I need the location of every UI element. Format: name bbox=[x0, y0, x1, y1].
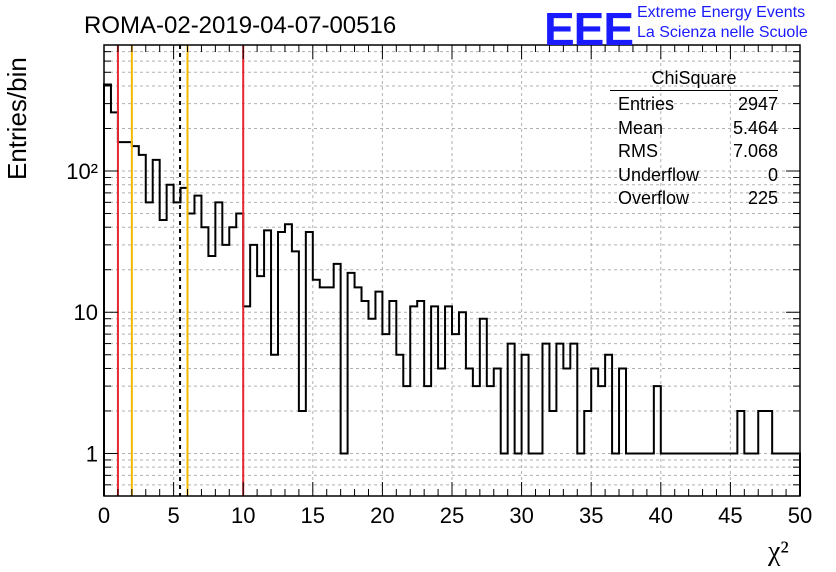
y-tick-label: 1 bbox=[86, 441, 98, 466]
stats-row-overflow: Overflow 225 bbox=[610, 187, 778, 211]
x-tick-label: 20 bbox=[370, 503, 394, 528]
x-tick-label: 50 bbox=[788, 503, 812, 528]
stats-label: RMS bbox=[618, 141, 658, 161]
x-axis-label: χ² bbox=[768, 536, 789, 567]
stats-row-rms: RMS 7.068 bbox=[610, 140, 778, 164]
stats-label: Entries bbox=[618, 94, 675, 114]
stats-value: 5.464 bbox=[732, 117, 778, 138]
logo-text-line1: Extreme Energy Events bbox=[637, 4, 806, 21]
x-tick-label: 25 bbox=[440, 503, 464, 528]
histogram-series bbox=[103, 83, 801, 496]
x-tick-label: 5 bbox=[167, 503, 179, 528]
x-tick-label: 10 bbox=[231, 503, 255, 528]
x-tick-label: 45 bbox=[718, 503, 742, 528]
stats-value: 225 bbox=[747, 188, 778, 208]
eee-logo: EEE bbox=[544, 3, 634, 55]
stats-value: 7.068 bbox=[732, 141, 778, 161]
stats-label: Underflow bbox=[618, 164, 700, 185]
stats-row-underflow: Underflow 0 bbox=[610, 164, 778, 188]
stats-box: ChiSquare Entries 2947 Mean 5.464 RMS 7.068… bbox=[610, 68, 778, 211]
x-tick-label: 40 bbox=[649, 503, 673, 528]
y-tick-label: 10 bbox=[74, 300, 98, 325]
x-tick-label: 30 bbox=[509, 503, 533, 528]
stats-title: ChiSquare bbox=[610, 68, 778, 91]
logo-text-line2: La Scienza nelle Scuole bbox=[637, 24, 808, 41]
stats-label: Mean bbox=[618, 117, 664, 138]
stats-value: 0 bbox=[767, 164, 778, 185]
stats-label: Overflow bbox=[618, 188, 690, 208]
y-axis-label: Entries/bin bbox=[2, 57, 32, 180]
chart-title: ROMA-02-2019-04-07-00516 bbox=[84, 12, 397, 39]
stats-row-mean: Mean 5.464 bbox=[610, 117, 778, 141]
x-tick-label: 35 bbox=[579, 503, 603, 528]
stats-value: 2947 bbox=[737, 94, 778, 114]
x-tick-label: 15 bbox=[301, 503, 325, 528]
stats-row-entries: Entries 2947 bbox=[610, 93, 778, 117]
x-tick-label: 0 bbox=[98, 503, 110, 528]
y-tick-label: 10² bbox=[66, 159, 98, 184]
